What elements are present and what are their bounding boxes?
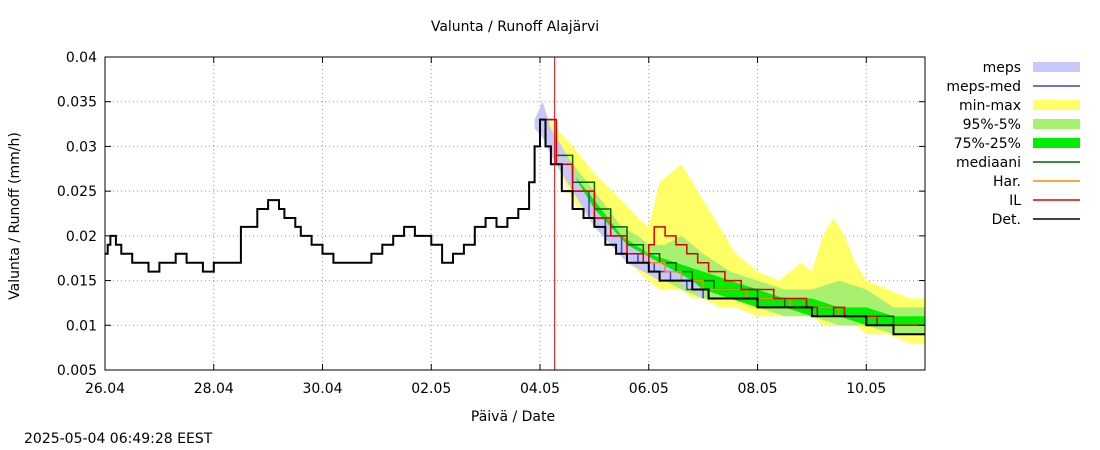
legend-swatch-75-25	[1033, 138, 1080, 148]
x-axis-label: Päivä / Date	[471, 409, 555, 425]
series-il	[540, 118, 925, 327]
legend-swatch-95-5	[1033, 119, 1080, 129]
y-axis: 0.005 0.01 0.015 0.02 0.025 0.03 0.035 0.04	[57, 50, 925, 379]
x-tick-label: 04.05	[520, 381, 560, 397]
legend-label-har: Har.	[993, 174, 1021, 190]
chart-title: Valunta / Runoff Alajärvi	[431, 19, 599, 35]
x-tick-label: 10.05	[846, 381, 886, 397]
y-axis-label: Valunta / Runoff (mm/h)	[7, 132, 23, 300]
y-tick-label: 0.015	[57, 274, 97, 290]
x-tick-label: 02.05	[411, 381, 451, 397]
legend-label-min-max: min-max	[959, 98, 1021, 114]
legend-label-meps: meps	[983, 60, 1021, 76]
y-tick-label: 0.02	[66, 229, 97, 245]
band-75-25	[540, 119, 925, 326]
y-tick-label: 0.04	[66, 50, 97, 66]
legend-label-det: Det.	[992, 212, 1021, 228]
legend-swatch-min-max	[1033, 100, 1080, 110]
x-tick-label: 26.04	[85, 381, 125, 397]
legend-label-95-5: 95%-5%	[963, 117, 1021, 133]
legend-label-meps-med: meps-med	[946, 79, 1021, 95]
x-tick-label: 28.04	[194, 381, 234, 397]
plot-area-frame	[104, 56, 926, 371]
x-tick-label: 30.04	[302, 381, 342, 397]
y-tick-label: 0.01	[66, 318, 97, 334]
legend-label-mediaani: mediaani	[956, 155, 1021, 171]
legend: meps meps-med min-max 95%-5% 75%-25% mediaani…	[946, 60, 1080, 228]
legend-swatch-meps	[1033, 62, 1080, 72]
band-meps	[534, 101, 704, 299]
series-det	[105, 118, 925, 336]
lines-layer	[105, 118, 925, 336]
chart-grid	[104, 56, 925, 371]
legend-label-75-25: 75%-25%	[954, 136, 1021, 152]
y-tick-label: 0.03	[66, 139, 97, 155]
x-tick-label: 06.05	[629, 381, 669, 397]
y-tick-label: 0.025	[57, 184, 97, 200]
y-tick-label: 0.005	[57, 363, 97, 379]
x-axis: 26.04 28.04 30.04 02.05 04.05 06.05 08.05 10.05	[85, 57, 886, 397]
y-tick-label: 0.035	[57, 95, 97, 111]
x-tick-label: 08.05	[737, 381, 777, 397]
legend-label-il: IL	[1009, 193, 1021, 209]
timestamp: 2025-05-04 06:49:28 EEST	[24, 431, 213, 447]
